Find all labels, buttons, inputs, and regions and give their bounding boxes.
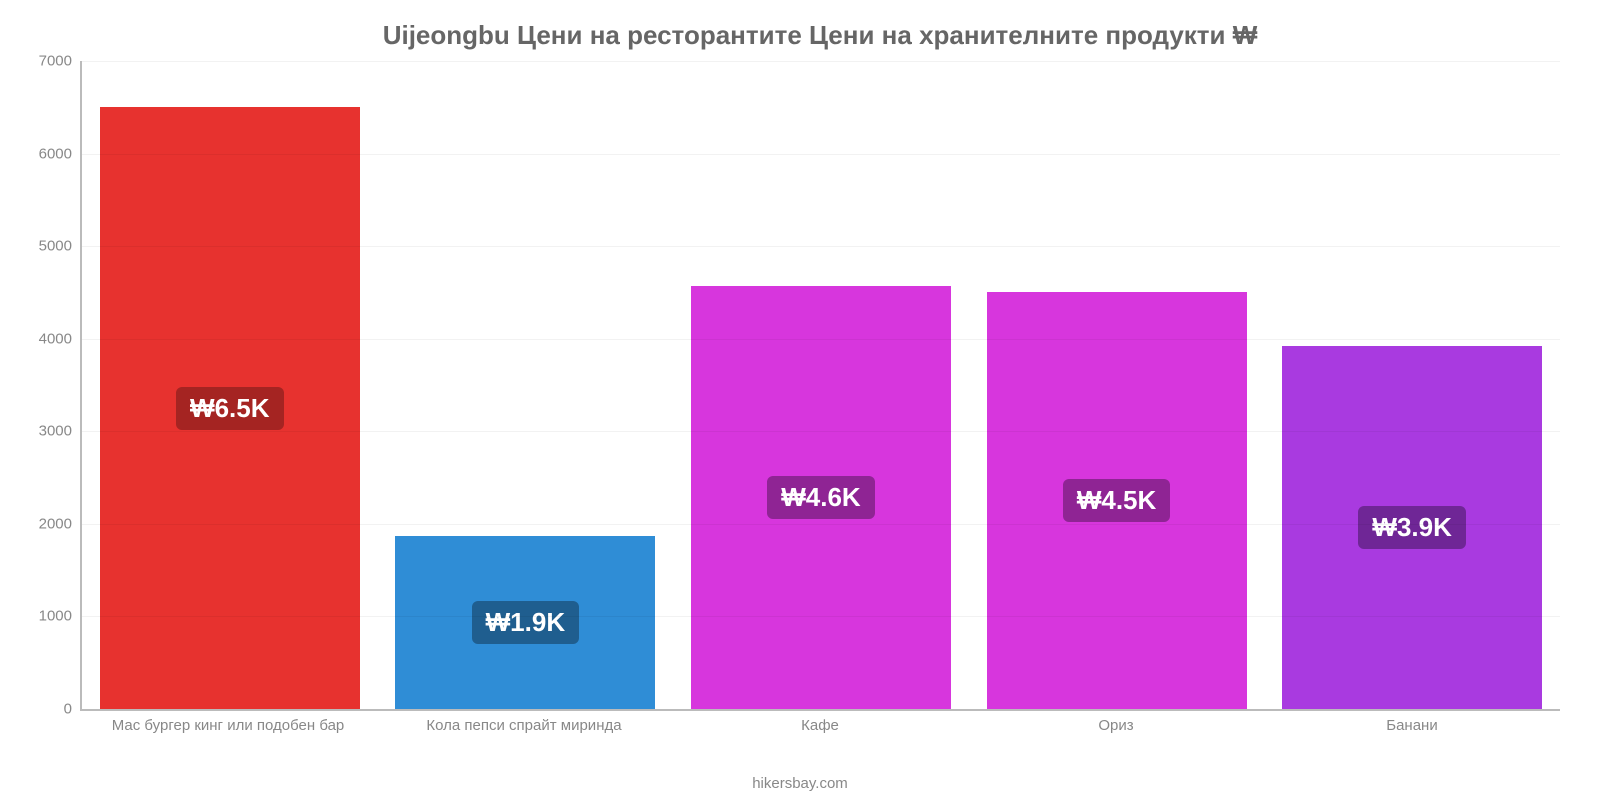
grid-line [82, 616, 1560, 617]
x-category-label: Кола пепси спрайт миринда [376, 717, 672, 734]
grid-line [82, 339, 1560, 340]
y-tick-label: 2000 [39, 515, 82, 532]
x-category-label: Банани [1264, 717, 1560, 734]
y-tick-label: 5000 [39, 238, 82, 255]
y-tick-label: 3000 [39, 423, 82, 440]
chart-container: Uijeongbu Цени на ресторантите Цени на х… [0, 0, 1600, 800]
y-tick-label: 4000 [39, 330, 82, 347]
grid-line [82, 524, 1560, 525]
y-tick-label: 1000 [39, 608, 82, 625]
plot-area: ₩6.5K₩1.9K₩4.6K₩4.5K₩3.9K 01000200030004… [80, 61, 1560, 711]
grid-line [82, 246, 1560, 247]
bar-slot: ₩4.5K [969, 61, 1265, 709]
bar-slot: ₩4.6K [673, 61, 969, 709]
y-tick-label: 7000 [39, 53, 82, 70]
bar-value-label: ₩1.9K [472, 601, 579, 644]
x-axis-labels: Мас бургер кинг или подобен барКола пепс… [80, 717, 1560, 734]
x-category-label: Кафе [672, 717, 968, 734]
bar-slot: ₩1.9K [378, 61, 674, 709]
chart-title: Uijeongbu Цени на ресторантите Цени на х… [80, 20, 1560, 51]
bar-slot: ₩6.5K [82, 61, 378, 709]
bar: ₩6.5K [100, 107, 360, 709]
x-category-label: Ориз [968, 717, 1264, 734]
grid-line [82, 154, 1560, 155]
grid-line [82, 431, 1560, 432]
bars-row: ₩6.5K ₩1.9K ₩4.6K ₩4.5K ₩3.9K [82, 61, 1560, 709]
bar-slot: ₩3.9K [1264, 61, 1560, 709]
grid-line [82, 61, 1560, 62]
bar-value-label: ₩4.5K [1063, 479, 1170, 522]
bar: ₩4.5K [987, 292, 1247, 709]
y-tick-label: 0 [64, 701, 82, 718]
source-attribution: hikersbay.com [0, 775, 1600, 792]
bar: ₩1.9K [395, 536, 655, 709]
bar: ₩3.9K [1282, 346, 1542, 709]
x-category-label: Мас бургер кинг или подобен бар [80, 717, 376, 734]
bar: ₩4.6K [691, 286, 951, 709]
bar-value-label: ₩4.6K [767, 476, 874, 519]
bar-value-label: ₩3.9K [1358, 506, 1465, 549]
bar-value-label: ₩6.5K [176, 387, 283, 430]
y-tick-label: 6000 [39, 145, 82, 162]
